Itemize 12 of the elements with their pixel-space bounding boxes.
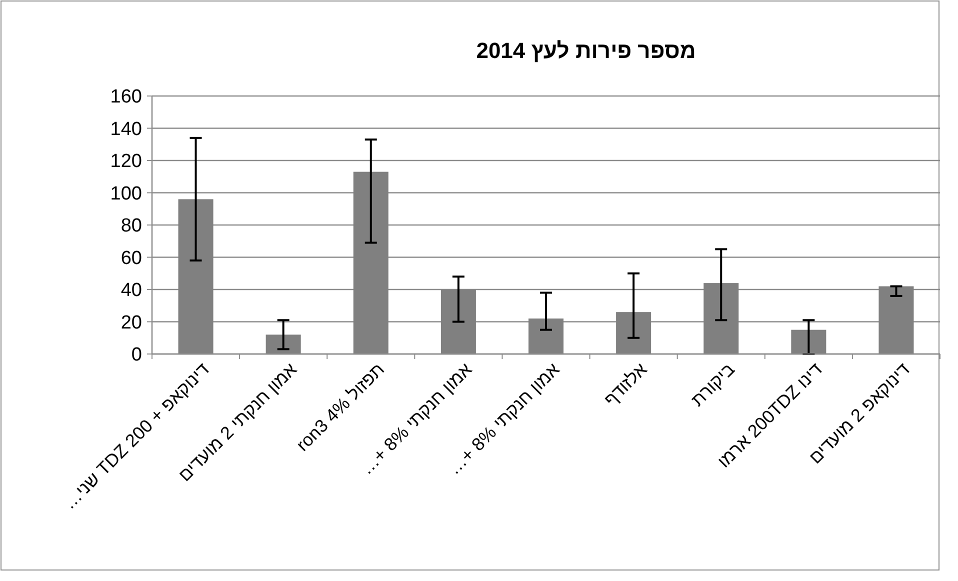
y-tick-label: 40 bbox=[120, 280, 142, 302]
y-tick-label: 140 bbox=[110, 118, 142, 140]
y-tick-label: 100 bbox=[110, 183, 142, 204]
y-tick-label: 120 bbox=[110, 151, 142, 172]
x-tick-label: ביקורת bbox=[687, 358, 739, 410]
x-tick-label: אלזודף bbox=[600, 358, 652, 410]
chart-title: מספר פירות לעץ 2014 bbox=[476, 38, 696, 63]
y-tick-label: 60 bbox=[120, 248, 142, 269]
y-tick-label: 20 bbox=[120, 312, 142, 334]
y-tick-label: 160 bbox=[110, 86, 142, 108]
y-tick-label: 0 bbox=[131, 344, 142, 366]
y-tick-label: 80 bbox=[120, 216, 142, 237]
